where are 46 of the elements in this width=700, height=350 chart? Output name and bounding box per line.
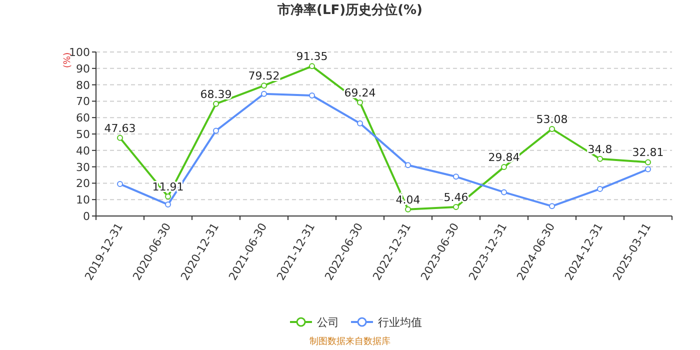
- y-tick-label: 20: [76, 177, 90, 190]
- y-tick-label: 40: [76, 144, 90, 158]
- point: [309, 63, 315, 70]
- y-tick-label: 60: [76, 112, 90, 125]
- legend-label: 行业均值: [378, 316, 422, 329]
- data-label: 53.08: [536, 112, 568, 126]
- point: [405, 162, 411, 168]
- y-tick-label: 0: [83, 210, 90, 223]
- data-label: 91.35: [296, 50, 328, 64]
- point: [261, 82, 267, 89]
- text: 制图数据来自数据库: [310, 336, 390, 347]
- data-label: 32.81: [632, 146, 664, 160]
- data-label: 68.39: [200, 88, 232, 101]
- point: [117, 134, 123, 141]
- point: [213, 100, 219, 107]
- y-tick-label: 80: [76, 78, 90, 92]
- point: [549, 126, 555, 132]
- point: [453, 174, 459, 180]
- point: [501, 164, 507, 170]
- point: [309, 92, 315, 98]
- point: [165, 193, 171, 200]
- point: [357, 120, 363, 126]
- point: [501, 189, 507, 196]
- y-tick-label: 10: [76, 194, 90, 207]
- point: [453, 204, 459, 210]
- y-tick-label: 50: [76, 128, 90, 141]
- data-label: 79.52: [248, 70, 280, 83]
- data-label: 5.46: [444, 191, 468, 204]
- point: [165, 202, 171, 208]
- y-tick-label: 30: [76, 160, 90, 174]
- y-tick-label: 70: [76, 95, 90, 108]
- y-tick-label: 90: [76, 62, 90, 76]
- data-label: 47.63: [104, 122, 136, 135]
- point: [405, 206, 411, 212]
- point: [645, 159, 651, 166]
- point: [597, 186, 603, 192]
- point: [549, 203, 555, 210]
- chart-title: 市净率(LF)历史分位(%): [276, 2, 422, 18]
- point: [645, 166, 651, 172]
- point: [213, 128, 219, 134]
- data-label: 34.8: [588, 142, 612, 156]
- point: [261, 90, 267, 97]
- point: [597, 156, 603, 162]
- point: [357, 99, 363, 106]
- legend-label: 公司: [317, 316, 339, 329]
- point: [117, 181, 123, 188]
